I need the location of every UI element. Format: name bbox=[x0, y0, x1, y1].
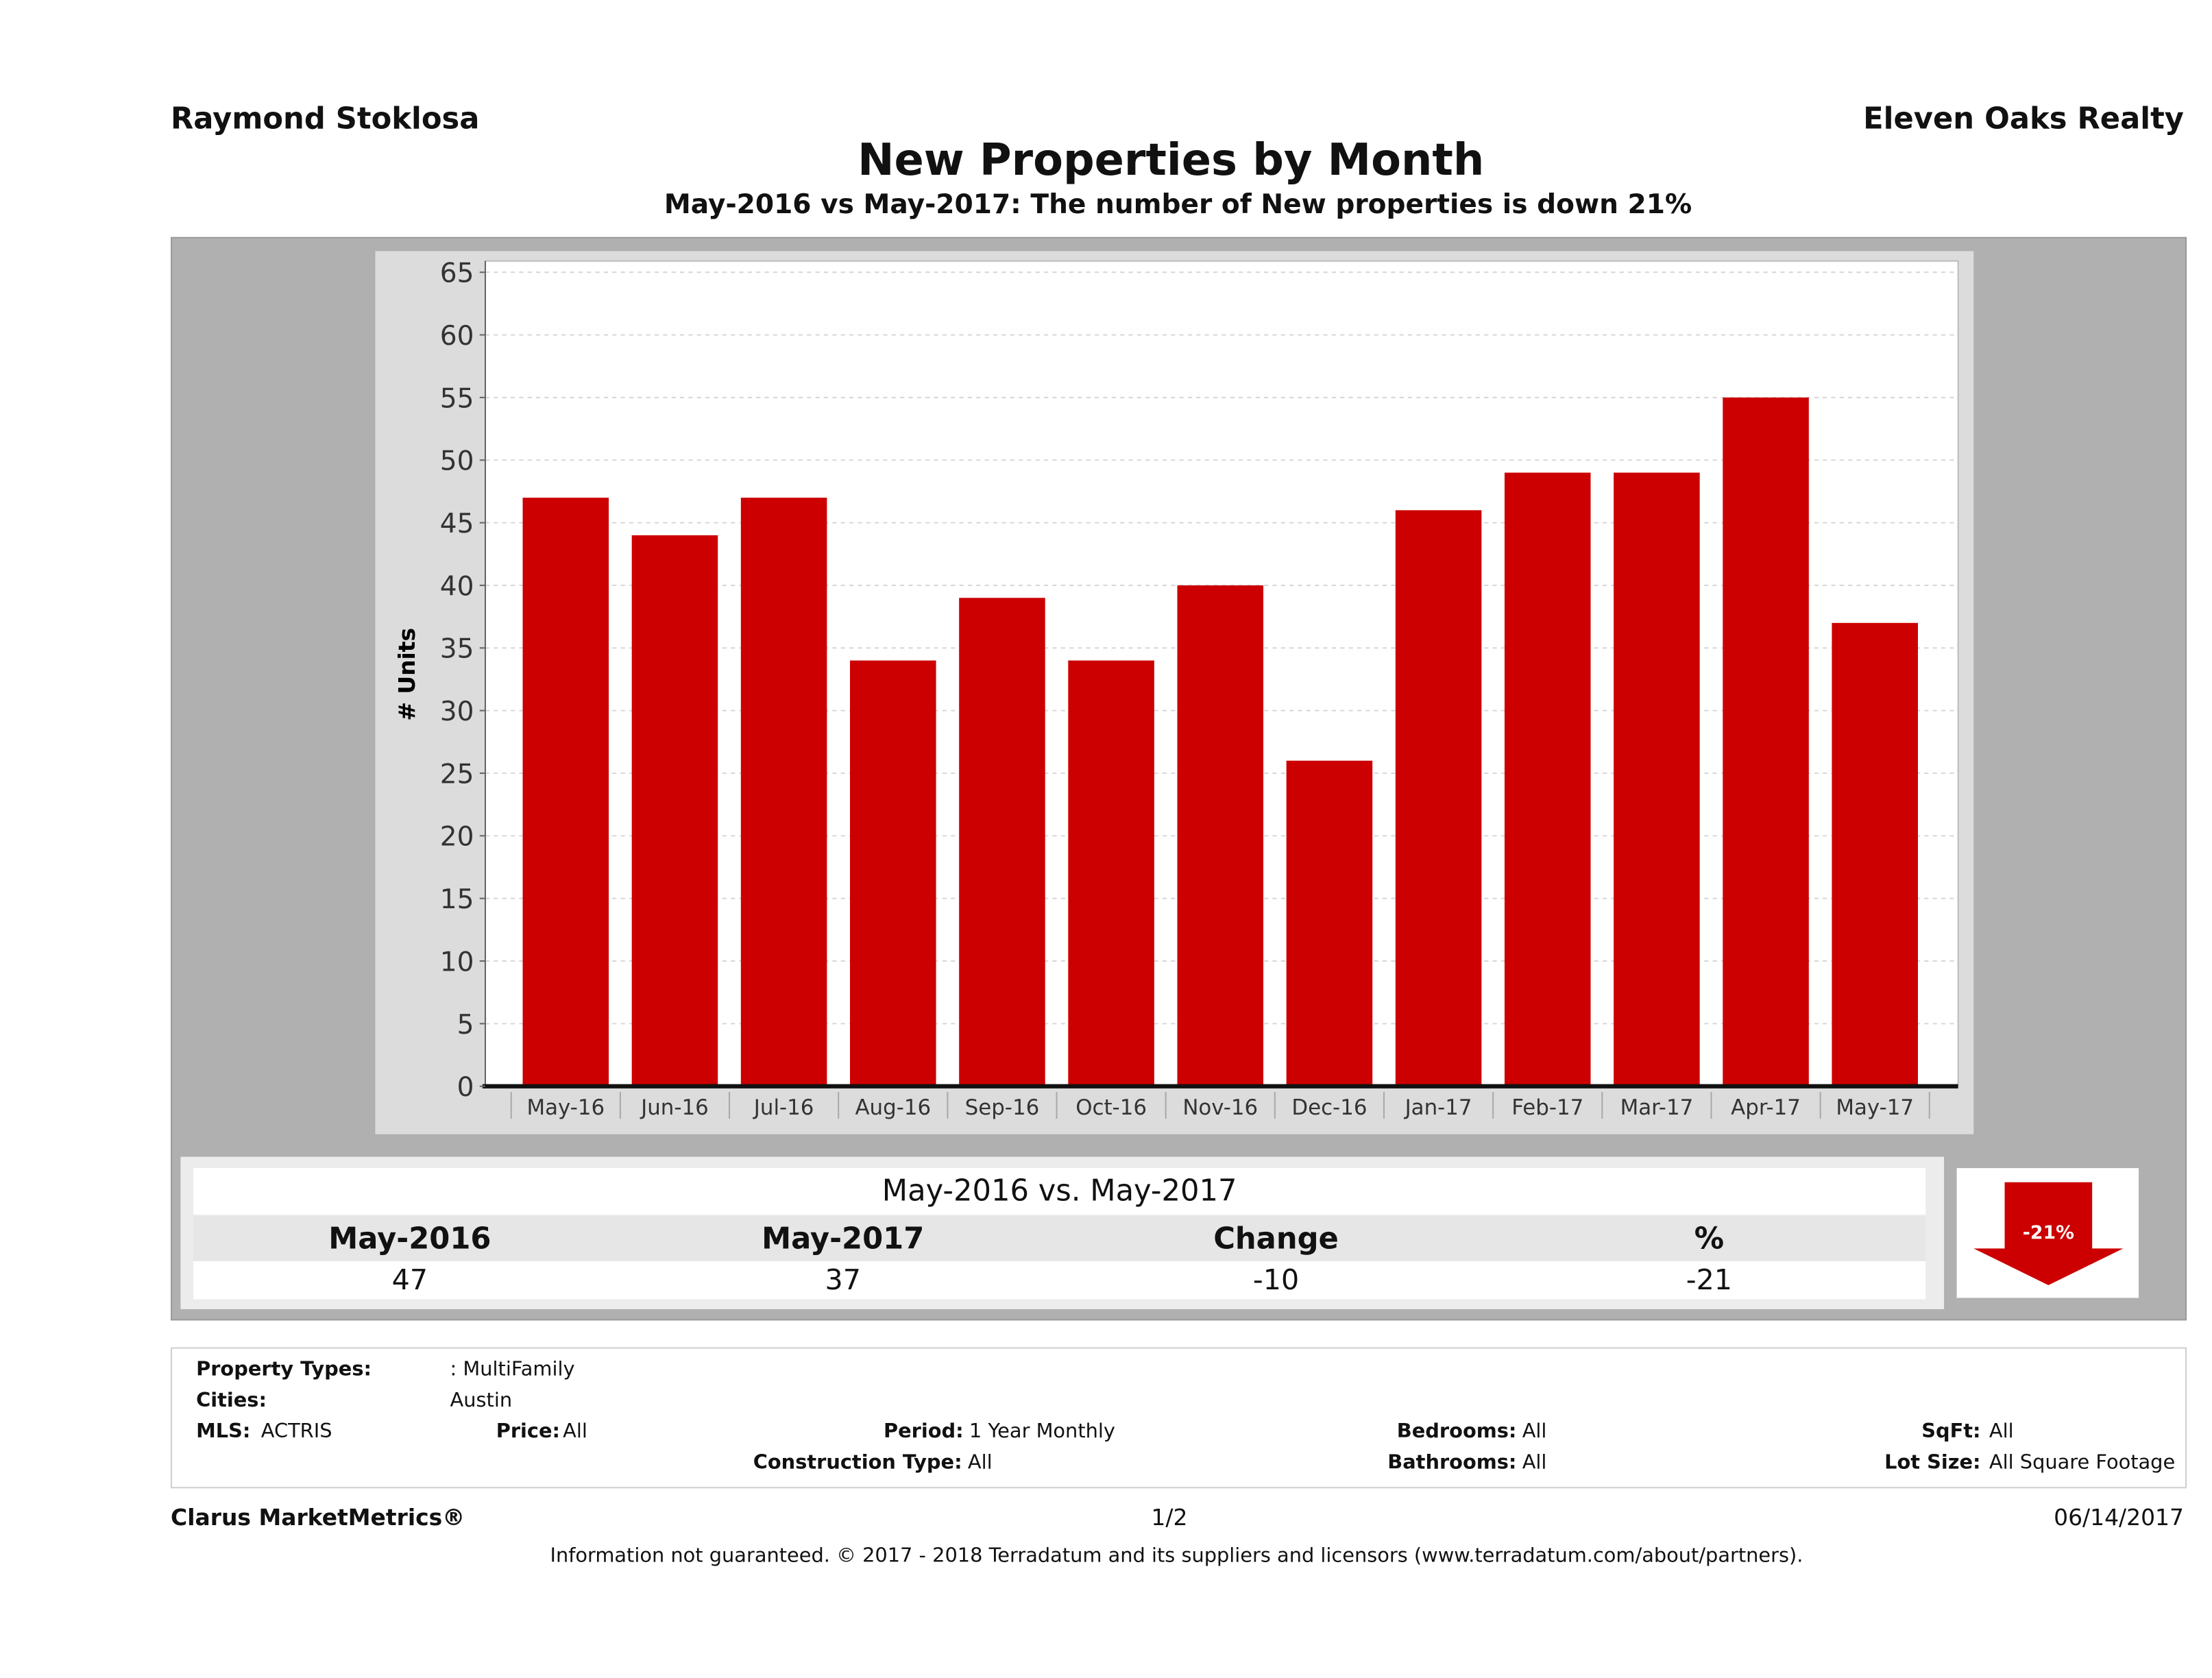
comparison-header-change: Change bbox=[1213, 1221, 1339, 1256]
price-label: Price: bbox=[496, 1420, 561, 1444]
comparison-value-percent: -21 bbox=[1686, 1262, 1732, 1297]
bar-oct-16 bbox=[1068, 660, 1154, 1086]
y-tick-labels: 0 5 10 15 20 25 30 35 40 45 50 55 60 65 bbox=[440, 258, 485, 1103]
bar-jan-17 bbox=[1395, 510, 1482, 1086]
trend-indicator: -21% bbox=[1956, 1168, 2139, 1298]
bathrooms-value: All bbox=[1522, 1451, 1547, 1474]
report-title: New Properties by Month bbox=[858, 135, 1485, 186]
x-tick-label: Dec-16 bbox=[1291, 1095, 1367, 1120]
comparison-value-start: 47 bbox=[391, 1262, 428, 1297]
bar-sep-16 bbox=[959, 598, 1045, 1086]
brokerage-name: Eleven Oaks Realty bbox=[1863, 101, 2184, 136]
y-tick-label: 30 bbox=[440, 696, 474, 727]
y-tick-label: 5 bbox=[457, 1010, 474, 1041]
x-tick-label: Feb-17 bbox=[1511, 1095, 1583, 1120]
bar-jun-16 bbox=[631, 535, 718, 1086]
lot-size-label: Lot Size: bbox=[1884, 1451, 1981, 1474]
bar-jul-16 bbox=[740, 498, 827, 1086]
filter-criteria: Property Types: : MultiFamily Cities: Au… bbox=[171, 1347, 2187, 1489]
y-tick-label: 15 bbox=[440, 884, 474, 915]
comparison-value-change: -10 bbox=[1252, 1262, 1300, 1297]
sqft-value: All bbox=[1989, 1420, 2014, 1444]
x-tick-label: Nov-16 bbox=[1182, 1095, 1258, 1120]
bar-dec-16 bbox=[1286, 760, 1373, 1086]
y-tick-label: 55 bbox=[440, 383, 474, 414]
y-axis-label: # Units bbox=[393, 628, 420, 721]
x-tick-label: Oct-16 bbox=[1075, 1095, 1147, 1120]
construction-type-value: All bbox=[967, 1451, 993, 1474]
y-tick-label: 65 bbox=[440, 258, 474, 289]
mls-value: ACTRIS bbox=[260, 1420, 332, 1444]
page-number: 1/2 bbox=[1151, 1503, 1188, 1531]
comparison-header-start: May-2016 bbox=[328, 1221, 491, 1256]
y-tick-label: 35 bbox=[440, 634, 474, 665]
sqft-label: SqFt: bbox=[1921, 1420, 1981, 1444]
x-tick-label: Jul-16 bbox=[753, 1095, 814, 1120]
gridlines bbox=[485, 271, 1958, 1025]
mls-label: MLS: bbox=[196, 1420, 251, 1444]
x-tick-label: Sep-16 bbox=[965, 1095, 1040, 1120]
cities-value: Austin bbox=[450, 1389, 513, 1413]
bathrooms-label: Bathrooms: bbox=[1387, 1451, 1517, 1474]
footer-brand: Clarus MarketMetrics® bbox=[171, 1503, 465, 1531]
x-tick-label: Apr-17 bbox=[1731, 1095, 1801, 1120]
property-types-value: : MultiFamily bbox=[450, 1358, 575, 1381]
x-tick-label: Jun-16 bbox=[640, 1095, 709, 1120]
x-tick-label: May-17 bbox=[1836, 1095, 1914, 1120]
y-tick-label: 60 bbox=[440, 321, 474, 352]
report-subtitle: May-2016 vs May-2017: The number of New … bbox=[664, 189, 1692, 221]
bar-apr-17 bbox=[1723, 397, 1809, 1086]
y-tick-label: 20 bbox=[440, 822, 474, 853]
comparison-header-end: May-2017 bbox=[762, 1221, 925, 1256]
x-tick-label: Aug-16 bbox=[855, 1095, 931, 1120]
y-tick-label: 10 bbox=[440, 947, 474, 977]
price-value: All bbox=[563, 1420, 587, 1444]
agent-name: Raymond Stoklosa bbox=[171, 101, 480, 136]
period-label: Period: bbox=[883, 1420, 964, 1444]
lot-size-value: All Square Footage bbox=[1989, 1451, 2176, 1474]
bars bbox=[522, 397, 1918, 1086]
disclaimer: Information not guaranteed. © 2017 - 201… bbox=[550, 1544, 1803, 1568]
cities-label: Cities: bbox=[196, 1389, 267, 1413]
x-tick-label: Jan-17 bbox=[1404, 1095, 1472, 1120]
report-date: 06/14/2017 bbox=[2054, 1503, 2184, 1531]
bedrooms-value: All bbox=[1522, 1420, 1547, 1444]
bar-nov-16 bbox=[1177, 585, 1264, 1086]
bedrooms-label: Bedrooms: bbox=[1396, 1420, 1517, 1444]
down-arrow-icon: -21% bbox=[1973, 1182, 2124, 1285]
construction-type-label: Construction Type: bbox=[753, 1451, 962, 1474]
y-tick-label: 25 bbox=[440, 759, 474, 790]
x-tick-labels: May-16 Jun-16 Jul-16 Aug-16 Sep-16 Oct-16 Nov-… bbox=[510, 1091, 1930, 1120]
comparison-value-row: 47 37 -10 -21 bbox=[193, 1261, 1926, 1300]
bar-feb-17 bbox=[1504, 472, 1591, 1086]
bar-aug-16 bbox=[850, 660, 936, 1086]
comparison-header-row: May-2016 May-2017 Change % bbox=[193, 1216, 1926, 1261]
bar-may-17 bbox=[1832, 622, 1918, 1086]
comparison-value-end: 37 bbox=[825, 1262, 861, 1297]
bar-mar-17 bbox=[1614, 472, 1700, 1086]
comparison-title: May-2016 vs. May-2017 bbox=[193, 1168, 1926, 1215]
period-value: 1 Year Monthly bbox=[969, 1420, 1115, 1444]
y-tick-label: 40 bbox=[440, 571, 474, 602]
y-tick-label: 45 bbox=[440, 509, 474, 539]
comparison-header-percent: % bbox=[1694, 1221, 1725, 1256]
x-tick-label: Mar-17 bbox=[1620, 1095, 1694, 1120]
y-tick-label: 0 bbox=[457, 1072, 474, 1103]
bar-may-16 bbox=[522, 498, 609, 1086]
bar-chart: 0 5 10 15 20 25 30 35 40 45 50 55 60 65 May-16 Jun-16 J… bbox=[393, 258, 1959, 1120]
y-tick-label: 50 bbox=[440, 446, 474, 477]
property-types-label: Property Types: bbox=[196, 1358, 372, 1381]
trend-badge-text: -21% bbox=[2023, 1222, 2074, 1243]
x-tick-label: May-16 bbox=[526, 1095, 605, 1120]
